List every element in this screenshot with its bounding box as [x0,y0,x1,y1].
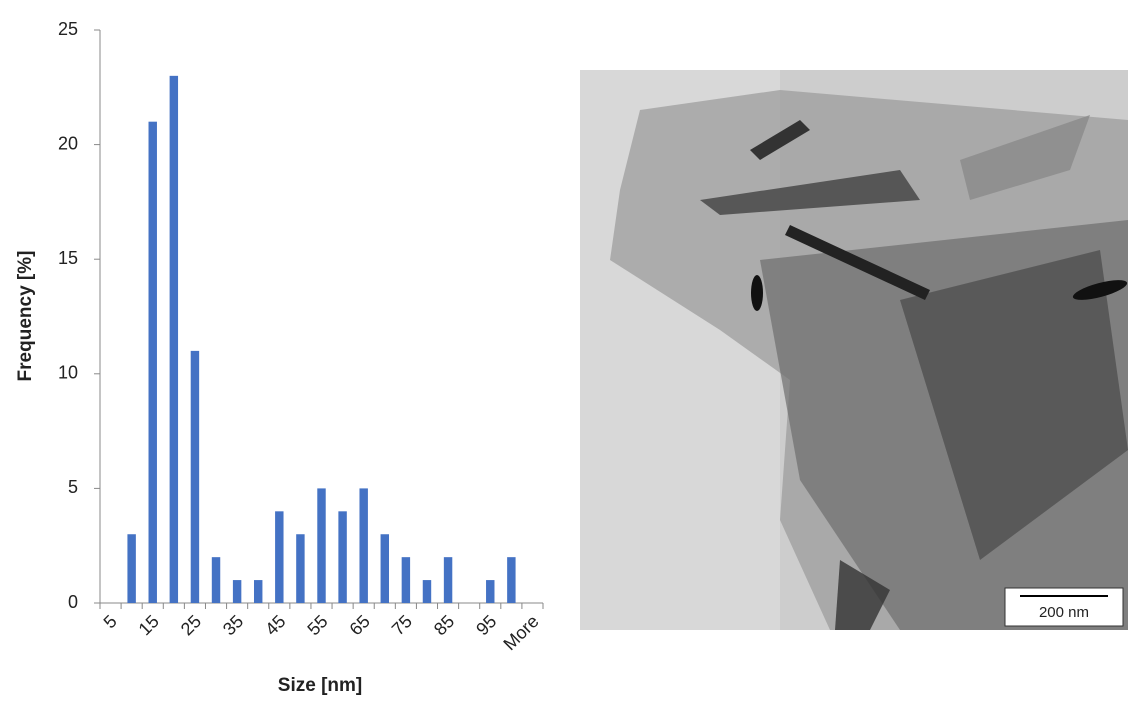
bar [191,351,199,603]
bar [507,557,515,603]
bar [254,580,262,603]
y-tick-label: 0 [68,592,78,612]
y-tick-label: 25 [58,19,78,39]
bar [170,76,178,603]
bar [381,534,389,603]
x-tick-label: 45 [261,611,289,639]
bar [402,557,410,603]
x-tick-label: 25 [177,611,205,639]
bar [296,534,304,603]
scale-bar-label: 200 nm [1039,604,1089,621]
x-tick-label: 65 [346,611,374,639]
figure: Size [nm] Frequency [%] 200 nm 0 5 10 15 20 2… [0,0,1128,722]
x-tick-label: 15 [135,611,163,639]
bar [359,488,367,603]
y-tick-label: 15 [58,248,78,268]
bar [127,534,135,603]
bar [423,580,431,603]
page: Size [nm] Frequency [%] 200 nm 0 5 10 15 20 2… [0,0,1128,722]
y-tick-label: 20 [58,133,78,153]
bar [275,511,283,603]
x-tick-label: 55 [303,611,331,639]
bar [444,557,452,603]
x-tick-label: 5 [100,611,121,632]
x-tick-label: More [499,611,542,654]
bar [149,122,157,603]
bar [338,511,346,603]
x-axis-title: Size [nm] [278,675,362,696]
y-tick-label: 5 [68,477,78,497]
bar [486,580,494,603]
bar [317,488,325,603]
x-tick-label: 35 [219,611,247,639]
y-tick-label: 10 [58,363,78,383]
x-tick-label: 95 [472,611,500,639]
bar [212,557,220,603]
bar [233,580,241,603]
y-axis-title: Frequency [%] [15,251,36,382]
x-tick-label: 75 [388,611,416,639]
micrograph: 200 nm [580,70,1128,630]
x-tick-label: 85 [430,611,458,639]
